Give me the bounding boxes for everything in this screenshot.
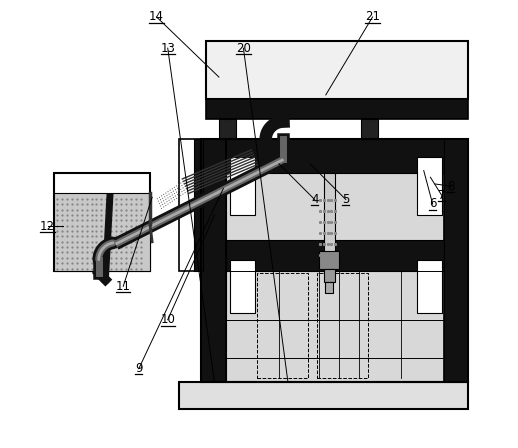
Text: 10: 10 <box>160 313 175 326</box>
Bar <box>324 173 335 260</box>
Bar <box>257 273 308 378</box>
Text: 7: 7 <box>438 189 445 202</box>
Bar <box>362 119 378 142</box>
Text: 11: 11 <box>116 280 131 293</box>
Bar <box>444 139 468 382</box>
Bar <box>201 139 226 382</box>
Bar <box>230 260 254 313</box>
Text: 6: 6 <box>429 198 436 211</box>
Text: 20: 20 <box>236 42 251 55</box>
Bar <box>364 142 376 151</box>
Bar <box>54 193 150 271</box>
Bar <box>194 139 204 271</box>
Bar <box>417 157 441 215</box>
Bar <box>324 268 335 282</box>
Text: 5: 5 <box>342 193 350 206</box>
Bar <box>226 240 444 271</box>
Bar <box>226 139 444 173</box>
Text: 8: 8 <box>447 180 454 193</box>
Bar <box>54 173 150 271</box>
Text: 4: 4 <box>311 193 319 206</box>
Bar <box>221 142 233 151</box>
Bar <box>206 99 468 119</box>
Bar <box>179 382 468 409</box>
Bar <box>317 273 368 378</box>
Bar <box>325 282 333 293</box>
Bar <box>201 139 468 382</box>
Bar <box>417 260 441 313</box>
Bar <box>179 139 204 271</box>
Bar <box>219 119 236 142</box>
Bar <box>319 251 339 268</box>
Text: 9: 9 <box>135 362 142 375</box>
Text: 14: 14 <box>149 10 164 23</box>
Text: 21: 21 <box>365 10 380 23</box>
Text: 13: 13 <box>160 42 175 55</box>
Bar <box>230 157 254 215</box>
Bar <box>226 139 444 382</box>
Bar <box>206 42 468 99</box>
Text: 12: 12 <box>40 220 55 233</box>
